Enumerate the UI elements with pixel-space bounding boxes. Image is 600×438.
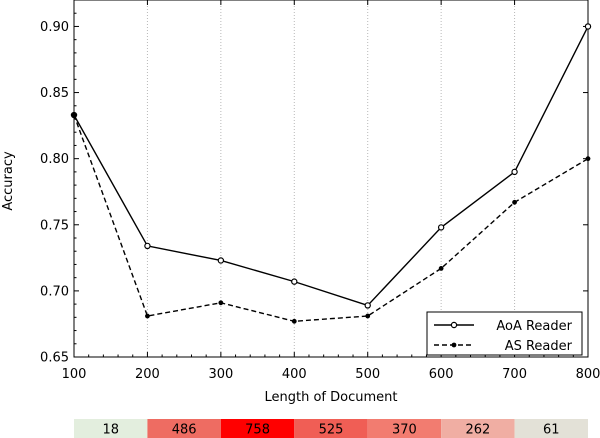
legend-as-label: AS Reader <box>505 339 573 354</box>
y-tick-label: 0.80 <box>40 152 69 167</box>
data-point-as-reader <box>585 156 591 162</box>
legend: AoA Reader AS Reader <box>426 311 583 356</box>
data-point-aoa-reader <box>437 224 445 231</box>
data-point-as-reader <box>512 199 517 205</box>
data-point-aoa-reader <box>291 278 298 285</box>
x-tick-label: 100 <box>62 367 87 382</box>
series-line-aoa-reader <box>73 26 589 307</box>
count-cell <box>294 419 368 438</box>
legend-box <box>426 311 583 356</box>
x-tick-label: 300 <box>208 367 233 382</box>
y-tick-label: 0.75 <box>40 218 69 233</box>
count-cell <box>514 419 588 438</box>
data-point-aoa-reader <box>511 168 518 176</box>
x-tick-label: 700 <box>502 367 527 382</box>
count-label: 18 <box>102 423 119 438</box>
count-cell <box>367 419 442 438</box>
count-label: 525 <box>319 423 344 438</box>
count-label: 61 <box>543 423 560 438</box>
y-tick-label: 0.70 <box>40 284 69 299</box>
count-cell <box>220 419 295 438</box>
data-point-as-reader <box>218 300 224 306</box>
legend-aoa-label: AoA Reader <box>496 319 572 334</box>
series-line-as-reader <box>73 114 589 323</box>
count-label: 262 <box>465 423 490 438</box>
data-point-as-reader <box>438 266 444 271</box>
count-cell <box>147 419 221 438</box>
data-point-as-reader <box>291 318 297 324</box>
count-cell <box>74 419 148 438</box>
x-tick-label: 600 <box>429 367 454 382</box>
y-tick-label: 0.90 <box>40 20 69 35</box>
y-tick-label: 0.65 <box>40 351 69 366</box>
data-point-as-reader <box>365 313 371 319</box>
x-tick-label: 500 <box>355 367 380 382</box>
x-axis-label: Length of Document <box>265 390 398 405</box>
tick-layer: 100 200 300 400 500 600 700 800 0.65 0.70 0.75 0.80… <box>40 0 600 382</box>
count-label: 486 <box>172 423 197 438</box>
x-tick-label: 800 <box>576 367 600 382</box>
legend-aoa-marker <box>450 321 458 329</box>
grid-layer <box>146 0 516 357</box>
y-axis-label: Accuracy <box>1 151 16 211</box>
data-point-aoa-reader <box>217 257 225 264</box>
data-point-aoa-reader <box>364 302 371 309</box>
data-point-as-reader <box>145 313 150 319</box>
document-count-strip: 18 486 758 525 370 262 61 <box>74 419 588 438</box>
plot-frame <box>73 0 589 358</box>
series-layer <box>70 23 592 324</box>
data-point-aoa-reader <box>584 23 592 30</box>
count-label: 370 <box>392 423 417 438</box>
x-tick-label: 400 <box>282 367 307 382</box>
data-point-as-reader <box>71 112 77 118</box>
count-label: 758 <box>245 423 270 438</box>
y-tick-label: 0.85 <box>40 86 69 101</box>
legend-as-marker <box>451 342 457 348</box>
x-tick-label: 200 <box>135 367 160 382</box>
count-cell <box>441 419 515 438</box>
data-point-aoa-reader <box>144 242 151 250</box>
